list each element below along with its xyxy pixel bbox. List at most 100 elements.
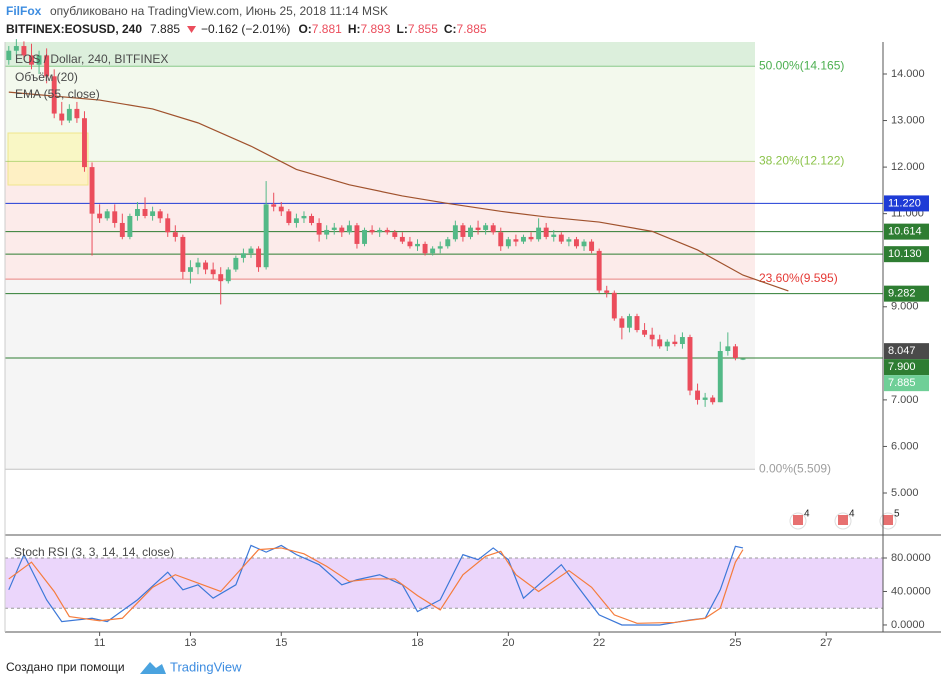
- candle-body: [543, 227, 549, 237]
- footer-brand: TradingView: [170, 659, 242, 674]
- stoch-line: [8, 544, 744, 626]
- candle-body: [619, 318, 625, 328]
- candle-body: [233, 257, 239, 270]
- price-label-box: [884, 223, 929, 240]
- fib-label: 0.00%(5.509): [759, 461, 831, 475]
- candle-body: [51, 76, 57, 114]
- candle-body: [278, 206, 284, 212]
- indicator-label: Объём (20): [15, 70, 78, 84]
- candle-body: [44, 55, 50, 77]
- footer-text: Создано при помощи: [6, 660, 125, 674]
- candle-body: [513, 239, 519, 242]
- candle-body: [195, 262, 201, 268]
- candle-body: [536, 227, 542, 240]
- candle-body: [415, 243, 420, 247]
- price-label: 7.885: [888, 377, 916, 389]
- fib-label: 50.00%(14.165): [759, 58, 844, 72]
- candle-body: [82, 118, 87, 168]
- candle-body: [13, 46, 19, 51]
- candle-body: [157, 211, 163, 219]
- price-label-box: [884, 343, 929, 360]
- candle-body: [505, 239, 511, 247]
- candle-body: [362, 229, 367, 244]
- candle-body: [468, 227, 473, 237]
- candle-body: [104, 211, 110, 219]
- fib-zone: [5, 42, 755, 67]
- x-tick-label: 22: [593, 637, 605, 649]
- price-change: −0.162 (−2.01%): [201, 22, 290, 36]
- candle-body: [293, 218, 299, 223]
- candle-body: [611, 292, 617, 319]
- candle-body: [551, 234, 557, 237]
- candle-body: [29, 55, 34, 65]
- candle-body: [316, 222, 322, 235]
- candle-body: [695, 390, 701, 400]
- pane-title: Stoch RSI (3, 3, 14, 14, close): [14, 545, 174, 559]
- candle-body: [74, 108, 80, 119]
- candle-body: [134, 209, 140, 216]
- candle-body: [452, 225, 458, 240]
- candle-body: [150, 211, 156, 216]
- y-tick-label: 5.000: [891, 487, 919, 499]
- candle-body: [422, 243, 428, 254]
- candle-body: [218, 274, 224, 282]
- ohlc-key: O:: [298, 22, 311, 36]
- x-tick-label: 11: [94, 637, 105, 649]
- y-tick-label: 12.000: [891, 161, 925, 173]
- price-label: 7.900: [888, 361, 916, 373]
- candle-body: [649, 334, 655, 340]
- fib-zone: [5, 279, 755, 470]
- ohlc-value: 7.893: [360, 22, 390, 36]
- candle-body: [483, 225, 489, 230]
- candle-body: [430, 248, 436, 254]
- stoch-pane: 80.0000 40.0000 0.0000 11 13 15 18 20 22 25 27 Stoc…: [5, 544, 931, 649]
- candle-body: [377, 229, 383, 233]
- candle-body: [271, 204, 277, 207]
- candle-body: [717, 351, 723, 403]
- candle-body: [331, 227, 337, 230]
- candle-body: [672, 341, 678, 345]
- candle-body: [490, 225, 496, 233]
- event-flag-icon: [883, 515, 893, 525]
- candle-body: [634, 316, 640, 331]
- drawing-rectangle: [7, 132, 89, 186]
- candle-body: [369, 229, 375, 233]
- last-price: 7.885: [150, 22, 180, 36]
- event-count: 4: [804, 509, 810, 520]
- published: опубликовано на TradingView.com, Июнь 25…: [50, 4, 388, 18]
- y-tick-label: 6.000: [891, 440, 919, 452]
- candle-body: [21, 46, 27, 56]
- candle-body: [642, 330, 648, 335]
- ohlc-key: L:: [397, 22, 408, 36]
- candle-body: [203, 262, 209, 270]
- x-tick-label: 13: [184, 637, 196, 649]
- candle-body: [256, 248, 262, 268]
- x-tick-label: 25: [729, 637, 741, 649]
- y-tick-label: 7.000: [891, 394, 919, 406]
- candle-body: [702, 397, 708, 400]
- candle-body: [180, 236, 186, 272]
- main-pane: 50.00%(14.165) 38.20%(12.122) 23.60%(9.595…: [5, 39, 929, 530]
- event-flag-icon: [793, 515, 803, 525]
- candle-body: [59, 113, 65, 121]
- candle-body: [346, 225, 352, 233]
- candle-body: [384, 229, 390, 233]
- price-label-box: [884, 375, 929, 392]
- candle-body: [172, 232, 178, 237]
- candle-body: [112, 211, 118, 223]
- candle-body: [475, 227, 481, 230]
- ema-line: [8, 91, 789, 292]
- fib-zone: [5, 42, 755, 67]
- symbol: BITFINEX:EOSUSD, 240: [6, 22, 142, 36]
- x-tick-label: 27: [820, 637, 832, 649]
- y-tick-label: 9.000: [891, 301, 919, 313]
- candle-body: [558, 234, 564, 242]
- indicator-label: EMA (55, close): [15, 87, 100, 101]
- candle-body: [354, 225, 360, 244]
- price-label: 10.130: [888, 248, 922, 260]
- price-label: 8.047: [888, 345, 916, 357]
- candle-body: [142, 209, 148, 216]
- fib-zone: [5, 66, 755, 162]
- candle-body: [566, 239, 572, 242]
